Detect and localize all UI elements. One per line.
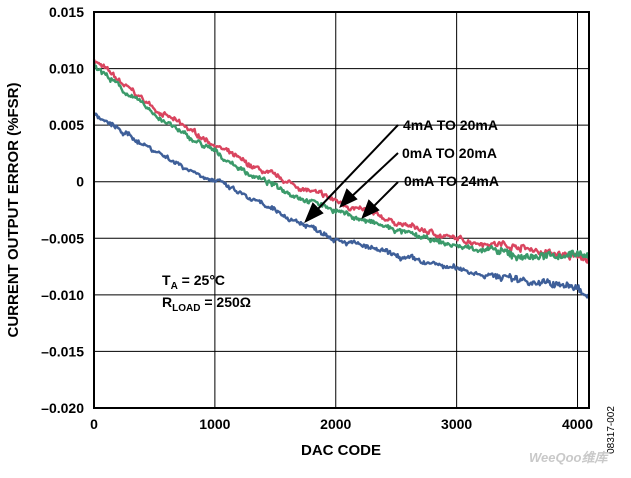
arrowhead-0ma-24ma <box>361 199 380 219</box>
arrow-0ma-24ma <box>372 181 399 208</box>
condition-ta: TA = 25°C <box>162 272 225 292</box>
series-0ma-20ma <box>92 62 590 262</box>
y-tick-label: –0.005 <box>41 230 84 246</box>
watermark: WeeQoo维库 <box>529 450 610 465</box>
series-4ma-20ma <box>92 58 590 264</box>
x-tick-label: 4000 <box>562 416 593 432</box>
x-axis-title: DAC CODE <box>301 442 381 459</box>
y-tick-label: –0.010 <box>41 287 84 303</box>
plot-frame <box>93 11 590 409</box>
arrowhead-4ma-20ma <box>304 202 324 224</box>
annotation-arrows <box>304 124 399 224</box>
grid-lines <box>94 12 589 408</box>
annotation-4ma-20ma: 4mA TO 20mA <box>403 117 498 133</box>
y-tick-label: 0 <box>76 174 84 190</box>
annotation-0ma-20ma: 0mA TO 20mA <box>402 145 497 161</box>
data-series <box>92 58 590 299</box>
y-tick-label: –0.015 <box>41 343 84 359</box>
y-tick-label: 0.005 <box>49 117 84 133</box>
condition-rload: RLOAD = 250Ω <box>162 294 251 314</box>
y-axis-title: CURRENT OUTPUT ERROR (%FSR) <box>5 83 22 338</box>
arrow-4ma-20ma <box>315 124 399 212</box>
series-0ma-24ma <box>93 112 590 299</box>
y-tick-label: 0.010 <box>49 61 84 77</box>
x-tick-label: 1000 <box>199 416 230 432</box>
tick-labels: 0 1000 2000 3000 4000 0.015 0.010 0.005 0 –0.005 –… <box>41 4 593 432</box>
x-tick-label: 2000 <box>320 416 351 432</box>
annotation-0ma-24ma: 0mA TO 24mA <box>404 173 499 189</box>
y-tick-label: –0.020 <box>41 400 84 416</box>
arrowhead-0ma-20ma <box>339 188 358 208</box>
figure-id: 08317-002 <box>606 406 617 454</box>
x-tick-label: 0 <box>90 416 98 432</box>
x-tick-label: 3000 <box>441 416 472 432</box>
y-tick-label: 0.015 <box>49 4 84 20</box>
arrow-0ma-20ma <box>349 152 399 199</box>
